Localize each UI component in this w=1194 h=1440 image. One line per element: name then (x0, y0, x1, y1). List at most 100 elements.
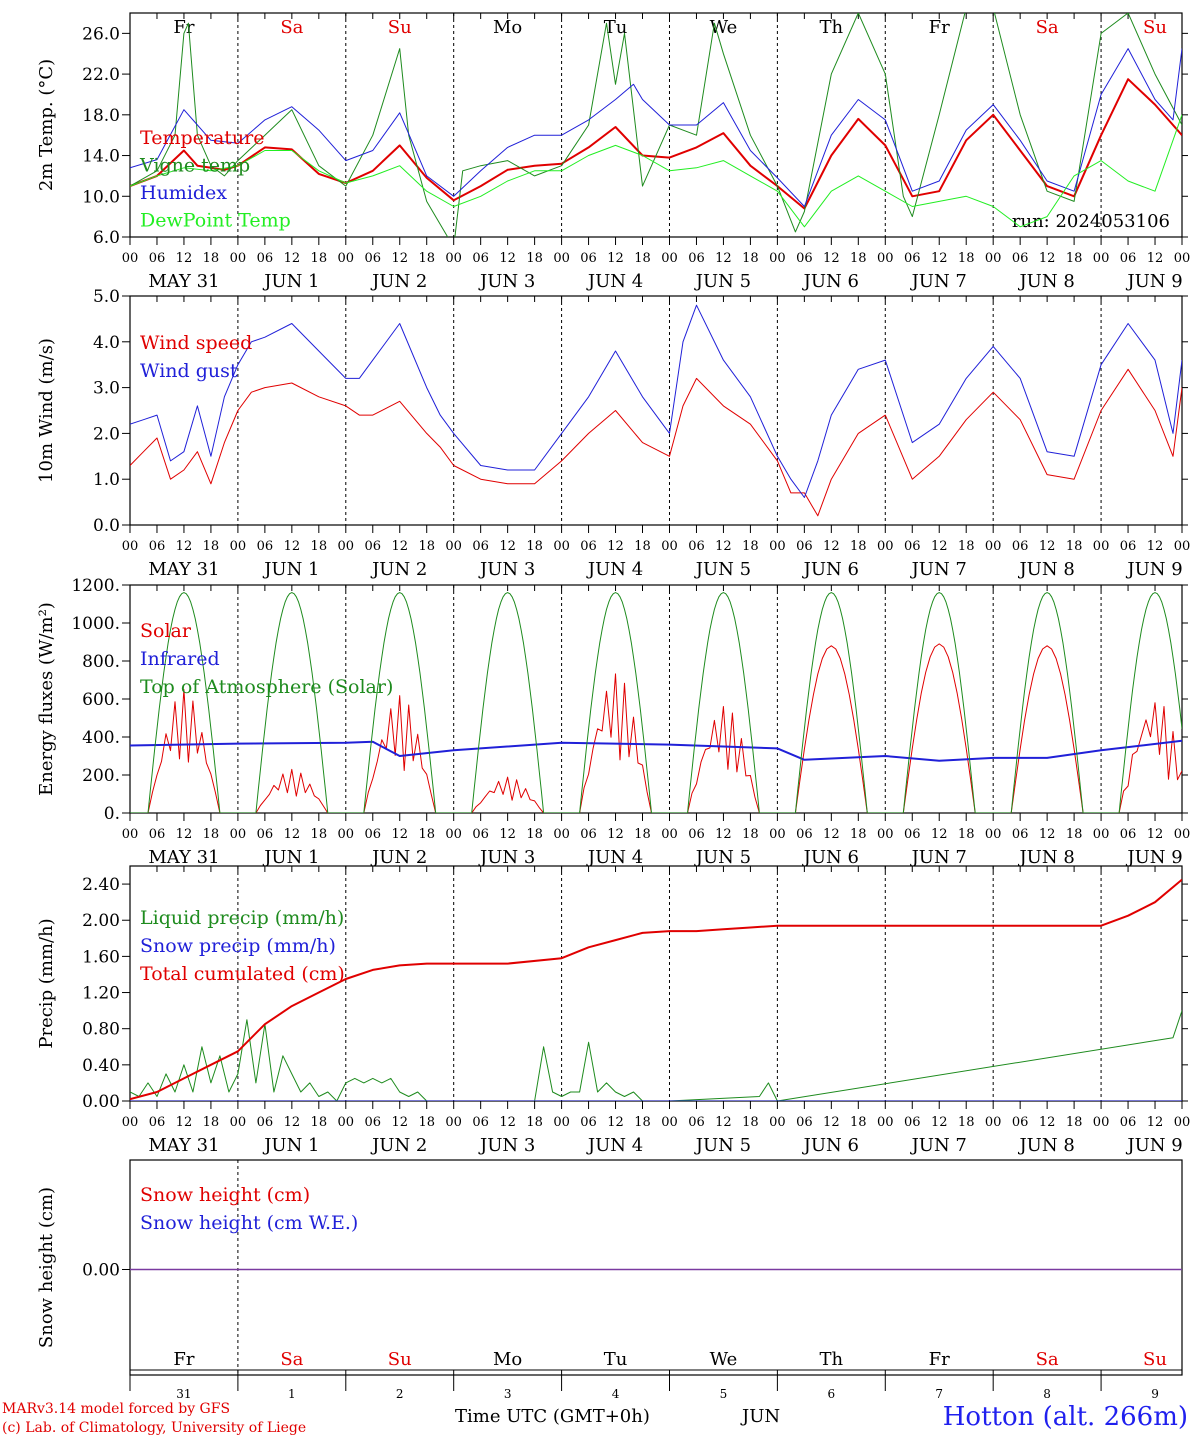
x-tick-label: 12 (1039, 251, 1056, 266)
x-tick-label: 18 (203, 827, 220, 842)
x-tick-label: 06 (364, 539, 381, 554)
x-tick-label: 12 (823, 539, 840, 554)
weekday-label: Su (1143, 1349, 1167, 1370)
date-label: MAY 31 (148, 271, 219, 292)
x-tick-label: 06 (904, 251, 921, 266)
series-temperature (130, 78, 1182, 210)
x-tick-label: 00 (985, 827, 1002, 842)
x-tick-label: 12 (176, 827, 193, 842)
x-tick-label: 06 (364, 1115, 381, 1130)
date-label: JUN 7 (910, 271, 967, 292)
x-tick-label: 06 (688, 251, 705, 266)
x-tick-label: 06 (580, 539, 597, 554)
x-tick-label: 18 (634, 251, 651, 266)
x-tick-label: 18 (203, 539, 220, 554)
date-label: MAY 31 (148, 847, 219, 868)
x-tick-label: 18 (311, 539, 328, 554)
x-tick-label: 00 (1093, 251, 1110, 266)
weekday-label: Sa (280, 1349, 303, 1370)
time-axis-month: JUN (742, 1406, 781, 1427)
x-tick-label: 06 (149, 827, 166, 842)
x-tick-label: 06 (149, 251, 166, 266)
x-tick-label: 06 (472, 1115, 489, 1130)
model-credit: MARv3.14 model forced by GFS (2, 1401, 231, 1417)
y-tick-label: 1200. (71, 576, 120, 596)
series-vigne-temp (130, 13, 1182, 237)
day-number: 31 (176, 1387, 191, 1401)
x-tick-label: 00 (1093, 539, 1110, 554)
date-label: JUN 5 (694, 271, 751, 292)
date-label: JUN 3 (478, 847, 535, 868)
x-tick-label: 06 (257, 539, 274, 554)
x-tick-label: 06 (472, 251, 489, 266)
y-tick-label: 400. (82, 728, 120, 748)
weekday-label: Su (388, 17, 412, 38)
x-tick-label: 06 (904, 1115, 921, 1130)
date-label: JUN 4 (586, 559, 643, 580)
day-number: 7 (935, 1387, 943, 1401)
date-label: JUN 6 (802, 847, 859, 868)
x-tick-label: 00 (661, 827, 678, 842)
date-label: JUN 1 (262, 1135, 319, 1156)
date-label: JUN 1 (262, 559, 319, 580)
series-total-cumulated-cm (130, 878, 1182, 1101)
y-tick-label: 0. (104, 804, 120, 824)
x-tick-label: 06 (257, 251, 274, 266)
x-tick-label: 12 (1039, 1115, 1056, 1130)
date-label: JUN 2 (370, 271, 427, 292)
date-label: JUN 7 (910, 847, 967, 868)
legend-entry: Solar (140, 620, 192, 642)
x-tick-label: 00 (338, 1115, 355, 1130)
date-label: JUN 4 (586, 271, 643, 292)
x-tick-label: 06 (796, 539, 813, 554)
y-tick-label: 4.0 (93, 333, 120, 353)
date-label: JUN 2 (370, 559, 427, 580)
x-tick-label: 06 (1120, 1115, 1137, 1130)
x-tick-label: 06 (796, 1115, 813, 1130)
x-tick-label: 18 (634, 539, 651, 554)
date-label: JUN 6 (802, 271, 859, 292)
x-tick-label: 18 (526, 1115, 543, 1130)
x-tick-label: 18 (958, 827, 975, 842)
x-tick-label: 18 (850, 251, 867, 266)
date-label: JUN 5 (694, 559, 751, 580)
x-tick-label: 18 (526, 251, 543, 266)
legend-entry: Total cumulated (cm) (140, 963, 345, 985)
x-tick-label: 06 (149, 1115, 166, 1130)
x-tick-label: 00 (661, 539, 678, 554)
x-tick-label: 00 (230, 1115, 247, 1130)
date-label: JUN 8 (1017, 847, 1074, 868)
y-axis-label: Snow height (cm) (36, 1187, 57, 1348)
series-top-of-atmosphere-solar (130, 592, 1182, 813)
x-tick-label: 00 (230, 251, 247, 266)
x-tick-label: 06 (796, 251, 813, 266)
series-liquid-precip-mm-h (130, 1010, 1182, 1101)
date-label: JUN 2 (370, 847, 427, 868)
x-tick-label: 06 (1012, 827, 1029, 842)
date-label: JUN 6 (802, 559, 859, 580)
weekday-label: We (710, 17, 738, 38)
x-tick-label: 00 (1093, 1115, 1110, 1130)
date-label: JUN 2 (370, 1135, 427, 1156)
day-number: 3 (504, 1387, 512, 1401)
series-solar (130, 643, 1182, 813)
x-tick-label: 06 (1120, 827, 1137, 842)
y-tick-label: 18.0 (82, 106, 120, 126)
x-tick-label: 00 (877, 1115, 894, 1130)
x-tick-label: 12 (607, 1115, 624, 1130)
x-tick-label: 06 (1120, 251, 1137, 266)
x-tick-label: 12 (284, 539, 301, 554)
x-tick-label: 12 (391, 1115, 408, 1130)
x-tick-label: 18 (1066, 251, 1083, 266)
x-tick-label: 12 (1147, 251, 1164, 266)
x-tick-label: 06 (472, 539, 489, 554)
x-tick-label: 18 (311, 251, 328, 266)
day-number: 5 (720, 1387, 728, 1401)
x-tick-label: 00 (122, 539, 139, 554)
x-tick-label: 12 (607, 251, 624, 266)
x-tick-label: 06 (580, 827, 597, 842)
x-tick-label: 12 (1147, 539, 1164, 554)
x-tick-label: 18 (634, 827, 651, 842)
date-label: JUN 6 (802, 1135, 859, 1156)
date-label: JUN 9 (1125, 847, 1182, 868)
